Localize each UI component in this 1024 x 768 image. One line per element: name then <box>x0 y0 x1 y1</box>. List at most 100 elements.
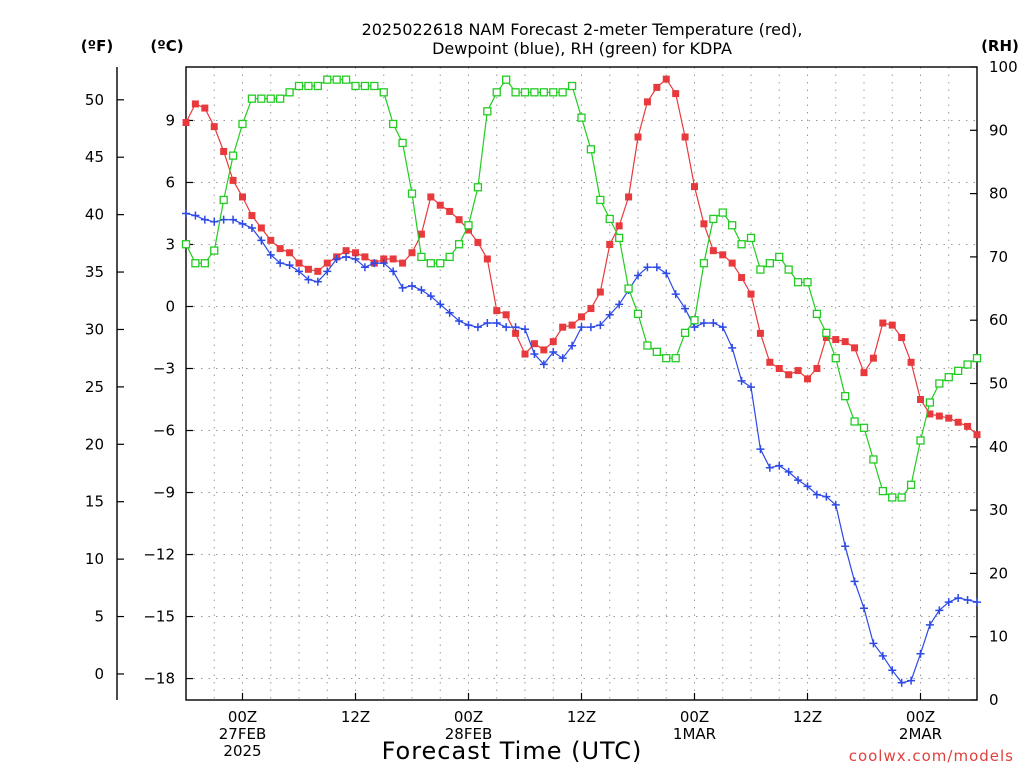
dewpoint-point <box>483 319 492 328</box>
temperature-point <box>709 247 717 255</box>
dewpoint-point <box>436 300 445 309</box>
rh-point <box>737 240 746 249</box>
rh-point <box>680 328 690 338</box>
dewpoint-point <box>568 341 577 350</box>
temperature-point <box>945 414 953 422</box>
dewpoint-point <box>605 310 614 319</box>
fahrenheit-tick-label: 15 <box>85 493 104 511</box>
temperature-point <box>662 75 670 83</box>
dewpoint-point <box>690 323 699 332</box>
temperature-point <box>973 431 981 439</box>
rh-point <box>709 214 718 224</box>
temperature-point <box>352 249 359 257</box>
dewpoint-point <box>511 323 520 332</box>
temperature-point <box>841 338 849 346</box>
dewpoint-point <box>502 323 511 332</box>
rh-point <box>784 265 793 274</box>
rh-point <box>822 328 831 338</box>
fahrenheit-tick-label: 40 <box>85 206 104 224</box>
rh-point <box>389 119 398 129</box>
temperature-point <box>380 255 388 263</box>
rh-point <box>558 88 567 97</box>
fahrenheit-tick-label: 45 <box>85 148 104 166</box>
rh-point <box>944 373 953 382</box>
temperature-point <box>775 365 783 373</box>
rh-point <box>417 252 426 262</box>
rh-point <box>219 195 228 205</box>
rh-point <box>370 81 379 91</box>
rh-point <box>266 94 275 103</box>
x-tick-label: 2025 <box>223 742 261 760</box>
rh-point <box>605 214 614 224</box>
rh-point <box>407 189 417 198</box>
dewpoint-point <box>756 445 765 454</box>
dewpoint-line <box>185 212 978 684</box>
dewpoint-point <box>841 542 850 551</box>
dewpoint-point <box>794 476 803 485</box>
chart-title-line1: 2025022618 NAM Forecast 2-meter Temperat… <box>362 20 803 39</box>
rh-point <box>662 354 671 363</box>
temperature-point <box>304 265 312 273</box>
celsius-tick-label: −6 <box>153 422 175 440</box>
dewpoint-point <box>182 209 190 218</box>
rh-point <box>652 347 661 357</box>
dewpoint-point <box>737 376 746 385</box>
dewpoint-point <box>897 678 906 687</box>
rh-point <box>963 360 972 369</box>
gridlines <box>186 67 977 700</box>
dewpoint-point <box>954 593 963 602</box>
rh-tick-label: 50 <box>989 375 1008 393</box>
rh-point <box>897 493 906 502</box>
temperature-point <box>276 245 284 253</box>
rh-point <box>379 88 388 97</box>
dewpoint-point <box>417 285 426 294</box>
dewpoint-point <box>539 360 548 369</box>
rh-point <box>765 259 774 268</box>
rh-point <box>577 113 586 122</box>
rh-point <box>436 259 445 268</box>
rh-point <box>567 81 577 91</box>
rh-tick-label: 10 <box>989 628 1008 646</box>
dewpoint-point <box>530 350 539 359</box>
dewpoint-point <box>521 325 529 334</box>
celsius-tick-label: 3 <box>165 235 175 253</box>
tick-labels: 9630−3−6−9−12−15−18504540353025201510501… <box>85 58 1018 760</box>
temperature-point <box>286 249 294 257</box>
dewpoint-point <box>398 283 407 292</box>
temperature-point <box>182 119 190 127</box>
dewpoint-point <box>935 606 944 615</box>
rh-series <box>181 75 982 502</box>
temperature-point <box>860 369 868 377</box>
temperature-point <box>719 251 727 259</box>
dewpoint-point <box>426 292 435 301</box>
temperature-point <box>399 259 407 267</box>
rh-point <box>285 88 294 97</box>
temperature-point <box>257 224 265 232</box>
x-tick-label: 12Z <box>793 708 822 726</box>
temperature-point <box>389 255 397 263</box>
dewpoint-point <box>671 290 680 299</box>
dewpoint-point <box>973 598 981 607</box>
dewpoint-point <box>596 321 605 330</box>
rh-point <box>624 284 633 293</box>
temperature-point <box>747 290 755 298</box>
temperature-point <box>201 104 209 112</box>
dewpoint-point <box>615 300 624 309</box>
temperature-point <box>239 193 246 201</box>
dewpoint-point <box>634 271 642 280</box>
temperature-point <box>926 410 934 418</box>
celsius-tick-label: −15 <box>143 608 175 626</box>
dewpoint-point <box>916 649 925 658</box>
rh-point <box>473 183 483 192</box>
dewpoint-point <box>247 223 256 232</box>
fahrenheit-tick-label: 30 <box>85 320 104 338</box>
rh-point <box>257 94 266 103</box>
fahrenheit-tick-label: 5 <box>94 608 104 626</box>
temperature-point <box>210 123 218 131</box>
dewpoint-point <box>944 598 953 607</box>
dewpoint-point <box>473 323 482 332</box>
fahrenheit-unit-label: (ºF) <box>81 37 113 55</box>
temperature-point <box>549 338 557 346</box>
temperature-point <box>596 288 604 296</box>
